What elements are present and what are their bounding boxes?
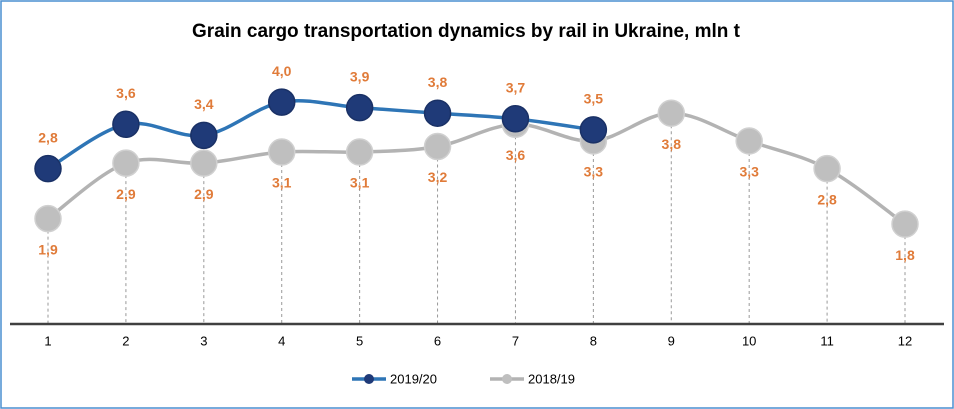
point-marker [345,138,374,166]
point-marker [579,116,608,144]
x-tick-label: 1 [44,333,51,348]
data-label: 3,3 [584,164,604,180]
point-marker [345,93,374,122]
data-label: 4,0 [272,63,292,79]
data-label: 3,8 [428,74,448,90]
data-label: 2,9 [116,186,136,202]
point-marker [657,99,686,127]
point-marker [112,149,140,177]
drop-lines [47,113,906,324]
x-tick-label: 10 [742,333,756,348]
point-marker [501,105,530,133]
data-label: 3,2 [428,169,448,185]
point-marker [735,127,763,155]
data-label: 3,1 [350,175,370,191]
x-tick-label: 7 [512,333,519,348]
point-marker [267,138,296,166]
point-marker [190,121,218,150]
legend-marker [502,374,512,384]
data-label: 3,5 [584,91,604,107]
x-tick-label: 12 [898,333,912,348]
data-label: 3,7 [506,79,526,95]
point-marker [267,88,296,116]
x-tick-label: 9 [668,333,675,348]
data-label: 2,8 [38,129,58,145]
x-tick-label: 11 [820,333,834,348]
point-marker [423,132,452,161]
legend-label: 2019/20 [390,371,437,386]
chart-title: Grain cargo transportation dynamics by r… [192,21,741,42]
point-marker [813,154,841,183]
data-label: 3,3 [739,164,759,180]
data-label: 2,8 [817,191,837,207]
data-label: 3,8 [662,136,682,152]
data-label: 1,8 [895,247,915,263]
x-tick-label: 2 [122,333,129,348]
point-marker [34,204,62,233]
data-label: 3,1 [272,175,292,191]
x-tick-label: 4 [278,333,285,348]
point-marker [34,154,62,183]
data-label: 3,9 [350,68,370,84]
data-label: 1,9 [38,241,58,257]
data-label: 3,4 [194,96,214,112]
data-label: 3,6 [116,85,136,101]
point-marker [423,99,452,127]
x-tick-label: 6 [434,333,441,348]
point-marker [891,210,919,238]
point-marker [190,149,218,177]
x-tick-label: 3 [200,333,207,348]
data-label: 3,6 [506,147,526,163]
data-label: 2,9 [194,186,214,202]
point-marker [112,110,140,139]
x-tick-label: 5 [356,333,363,348]
legend-marker [364,374,374,384]
legend-label: 2018/19 [528,371,575,386]
x-tick-label: 8 [590,333,597,348]
